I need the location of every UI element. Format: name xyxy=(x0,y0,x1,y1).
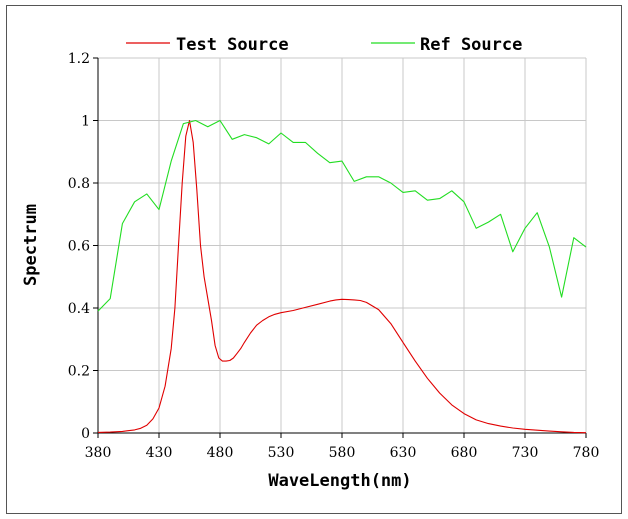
y-tick-label: 1.2 xyxy=(68,51,90,67)
legend: Test Source Ref Source xyxy=(126,35,522,55)
series-line-ref-source xyxy=(97,119,587,312)
x-tick-label: 680 xyxy=(451,445,478,461)
legend-label-test-source: Test Source xyxy=(176,35,289,55)
x-tick-label: 380 xyxy=(85,445,112,461)
series-lines xyxy=(97,119,587,434)
axes xyxy=(93,57,587,438)
y-tick-label: 1 xyxy=(81,114,90,130)
y-axis-title: Spectrum xyxy=(21,204,41,286)
y-tick-label: 0 xyxy=(81,426,90,442)
x-tick-label: 530 xyxy=(268,445,295,461)
x-tick-label: 630 xyxy=(390,445,417,461)
x-tick-label: 780 xyxy=(573,445,600,461)
series-line-test-source xyxy=(97,119,587,434)
x-tick-label: 430 xyxy=(146,445,173,461)
x-axis-title: WaveLength(nm) xyxy=(268,471,411,491)
x-tick-labels: 380 430 480 530 580 630 680 730 780 xyxy=(85,445,600,461)
x-tick-label: 730 xyxy=(512,445,539,461)
legend-label-ref-source: Ref Source xyxy=(420,35,522,55)
x-tick-label: 480 xyxy=(207,445,234,461)
y-tick-label: 0.8 xyxy=(68,176,90,192)
x-tick-label: 580 xyxy=(329,445,356,461)
y-tick-label: 0.2 xyxy=(68,364,90,380)
y-tick-labels: 0 0.2 0.4 0.6 0.8 1 1.2 xyxy=(68,51,90,442)
y-tick-label: 0.6 xyxy=(68,239,90,255)
grid-lines xyxy=(98,57,587,433)
y-tick-label: 0.4 xyxy=(68,301,90,317)
